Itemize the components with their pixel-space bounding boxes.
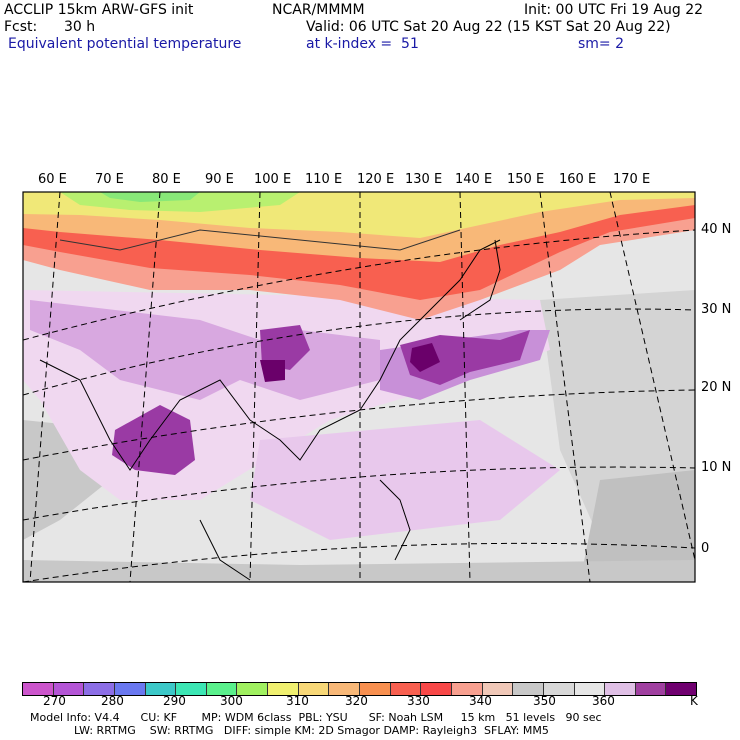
longitude-label: 80 E bbox=[152, 172, 181, 187]
longitude-line bbox=[459, 192, 471, 582]
longitude-label: 130 E bbox=[405, 172, 443, 187]
colorbar-tick-label: 300 bbox=[220, 694, 243, 708]
colorbar-swatch bbox=[206, 683, 238, 695]
model-info-line2: LW: RRTMG SW: RRTMG DIFF: simple KM: 2D … bbox=[74, 724, 549, 737]
forecast-label: Fcst: bbox=[4, 19, 38, 35]
darkest-purple-core bbox=[410, 343, 440, 372]
colorbar-tick-label: 350 bbox=[533, 694, 556, 708]
longitude-label: 60 E bbox=[38, 172, 67, 187]
graticule bbox=[23, 192, 695, 582]
model-title: ACCLIP 15km ARW-GFS init bbox=[4, 2, 194, 18]
dark-purple-core bbox=[112, 405, 195, 475]
map-fill bbox=[23, 192, 695, 582]
colorbar-swatch bbox=[513, 683, 544, 695]
green-band bbox=[100, 192, 200, 202]
longitude-line bbox=[249, 192, 261, 582]
latitude-line bbox=[23, 542, 695, 582]
colorbar-swatch bbox=[23, 683, 54, 695]
colorbar-swatch bbox=[237, 683, 269, 695]
forecast-hours: 30 h bbox=[64, 19, 96, 35]
colorbar-swatch bbox=[114, 683, 146, 695]
init-time: Init: 00 UTC Fri 19 Aug 22 bbox=[524, 2, 704, 18]
longitude-label: 70 E bbox=[95, 172, 124, 187]
colorbar-swatch bbox=[176, 683, 207, 695]
latitude-line bbox=[23, 308, 695, 396]
colorbar-swatch bbox=[84, 683, 115, 695]
coastlines bbox=[39, 229, 501, 581]
colorbar-swatch bbox=[298, 683, 330, 695]
medium-purple-region bbox=[30, 300, 380, 400]
dark-purple-core bbox=[260, 325, 310, 370]
colorbar-swatch bbox=[360, 683, 391, 695]
latitude-line bbox=[23, 229, 695, 341]
longitude-line bbox=[609, 192, 695, 561]
colorbar-swatch bbox=[53, 683, 85, 695]
darkest-purple-core bbox=[260, 360, 285, 382]
model-info-line1: Model Info: V4.4 CU: KF MP: WDM 6class P… bbox=[30, 711, 602, 724]
colorbar-swatch bbox=[635, 683, 667, 695]
colorbar-tick-label: 310 bbox=[286, 694, 309, 708]
latitude-label: 20 N bbox=[701, 380, 732, 395]
colorbar-swatch bbox=[543, 683, 575, 695]
light-purple-region bbox=[250, 420, 560, 540]
colorbar-tick-label: 330 bbox=[407, 694, 430, 708]
longitude-label: 160 E bbox=[559, 172, 597, 187]
longitude-label: 140 E bbox=[455, 172, 493, 187]
colorbar-swatch bbox=[329, 683, 361, 695]
colorbar-swatch bbox=[145, 683, 177, 695]
colorbar-swatch bbox=[574, 683, 606, 695]
longitude-label: 110 E bbox=[305, 172, 343, 187]
colorbar-tick-label: 280 bbox=[101, 694, 124, 708]
colorbar-swatch bbox=[605, 683, 636, 695]
smoothing-info: sm= 2 bbox=[578, 36, 625, 52]
philippines-coastline bbox=[379, 479, 411, 561]
colorbar-tick-label: 340 bbox=[469, 694, 492, 708]
latitude-line bbox=[23, 389, 695, 461]
longitude-label: 150 E bbox=[507, 172, 545, 187]
longitude-line bbox=[129, 192, 161, 582]
org-label: NCAR/MMMM bbox=[272, 2, 365, 18]
japan-coastline bbox=[459, 239, 501, 321]
colorbar-tick-label: 360 bbox=[592, 694, 615, 708]
longitude-label: 90 E bbox=[205, 172, 234, 187]
longitude-label: 170 E bbox=[613, 172, 651, 187]
border-line bbox=[59, 229, 461, 251]
latitude-label: 40 N bbox=[701, 222, 732, 237]
longitude-line bbox=[29, 192, 61, 582]
coastline bbox=[39, 239, 501, 471]
malay-coastline bbox=[199, 519, 251, 581]
field-name: Equivalent potential temperature bbox=[8, 36, 242, 52]
latitude-label: 30 N bbox=[701, 302, 732, 317]
longitude-label: 100 E bbox=[254, 172, 292, 187]
latitude-label: 10 N bbox=[701, 460, 732, 475]
colorbar-tick-label: 290 bbox=[163, 694, 186, 708]
dark-purple-core bbox=[400, 330, 530, 385]
colorbar-swatch bbox=[482, 683, 514, 695]
longitude-label: 120 E bbox=[357, 172, 395, 187]
latitude-label: 0 bbox=[701, 541, 710, 556]
colorbar-swatch bbox=[666, 683, 697, 695]
longitude-line bbox=[539, 192, 591, 582]
colorbar-tick-label: 320 bbox=[345, 694, 368, 708]
gray-region bbox=[580, 470, 695, 582]
colorbar-tick-label: 270 bbox=[43, 694, 66, 708]
level-info: at k-index = 51 bbox=[306, 36, 419, 52]
colorbar-tick-label: K bbox=[690, 694, 698, 708]
colorbar-swatch bbox=[451, 683, 483, 695]
valid-time: Valid: 06 UTC Sat 20 Aug 22 (15 KST Sat … bbox=[306, 19, 671, 35]
map-frame bbox=[22, 191, 696, 583]
colorbar-swatch bbox=[268, 683, 299, 695]
colorbar-swatch bbox=[421, 683, 452, 695]
colorbar-swatch bbox=[390, 683, 422, 695]
gray-region bbox=[23, 560, 695, 582]
colorbar bbox=[22, 682, 697, 696]
